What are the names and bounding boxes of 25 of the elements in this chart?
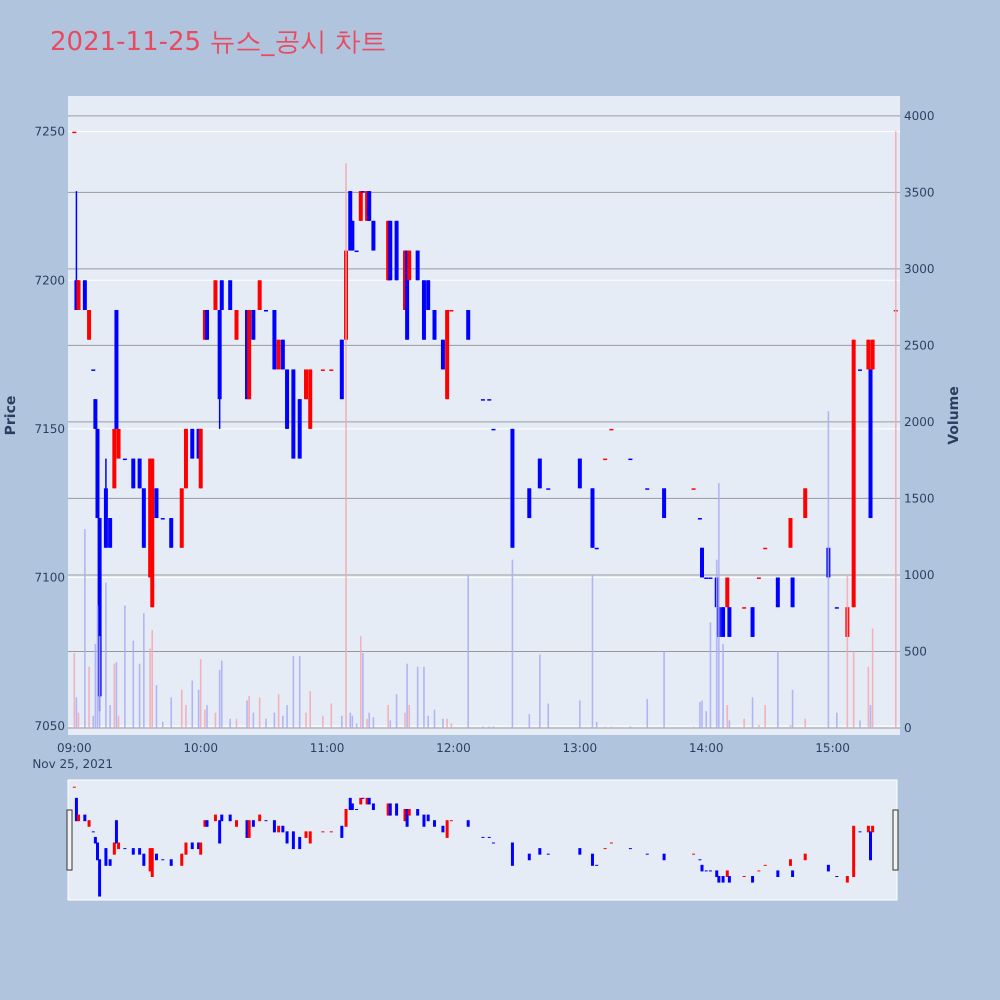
y2-tick-label: 2000 bbox=[904, 414, 935, 429]
y2-tick-label: 3000 bbox=[904, 262, 935, 276]
y2-tick-label: 3500 bbox=[904, 185, 935, 200]
x-tick-label: 12:00 bbox=[436, 741, 471, 755]
y-tick-label: 7150 bbox=[34, 422, 65, 436]
y-tick-label: 7250 bbox=[34, 124, 65, 139]
y2-tick-label: 500 bbox=[904, 644, 927, 658]
y2-tick-label: 0 bbox=[904, 720, 912, 735]
y-axis-title: Price bbox=[3, 396, 19, 436]
y2-axis-title: Volume bbox=[946, 386, 962, 445]
y2-tick-label: 1000 bbox=[904, 568, 935, 582]
y2-tick-label: 2500 bbox=[904, 338, 935, 352]
x-tick-label: 14:00 bbox=[688, 741, 724, 755]
y-tick-label: 7050 bbox=[34, 719, 65, 734]
y2-tick-label: 1500 bbox=[904, 491, 935, 506]
x-tick-label: 11:00 bbox=[310, 741, 344, 755]
y-tick-label: 7200 bbox=[34, 273, 65, 288]
x-tick-label: 15:00 bbox=[815, 741, 850, 755]
text: Nov 25, 2021 bbox=[32, 757, 113, 771]
y2-tick-label: 4000 bbox=[904, 108, 935, 123]
chart-title: 2021-11-25 뉴스_공시 차트 bbox=[50, 27, 387, 57]
x-tick-label: 13:00 bbox=[562, 741, 598, 755]
x-tick-label: 10:00 bbox=[183, 741, 218, 755]
y-tick-label: 7100 bbox=[34, 570, 65, 584]
x-tick-label: 09:00 bbox=[57, 741, 92, 755]
